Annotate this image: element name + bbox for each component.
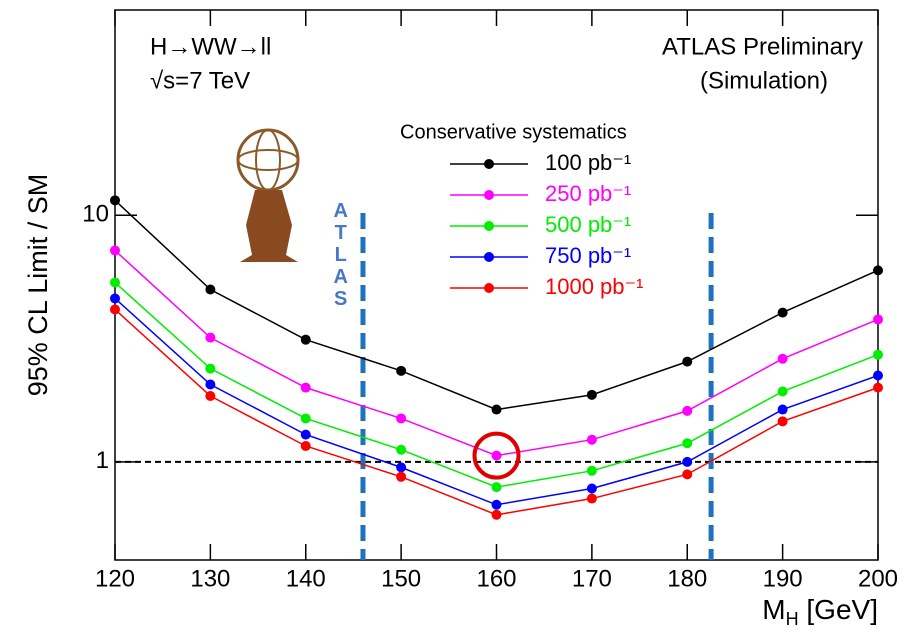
atlas-logo: ATLAS [236, 128, 352, 310]
data-point [586, 465, 597, 476]
data-point [682, 356, 693, 367]
data-point [491, 509, 502, 520]
data-point [586, 493, 597, 504]
x-tick-label: 170 [572, 565, 612, 592]
series-line [114, 249, 879, 457]
data-point [491, 404, 502, 415]
data-point [777, 404, 788, 415]
data-point [396, 365, 407, 376]
data-point [300, 413, 311, 424]
data-point [777, 307, 788, 318]
data-point [491, 450, 502, 461]
data-point [396, 462, 407, 473]
data-point [300, 440, 311, 451]
x-tick-label: 130 [190, 565, 230, 592]
data-point [300, 429, 311, 440]
data-point [396, 471, 407, 482]
logo-text: ATLAS [330, 200, 352, 310]
legend-marker [484, 190, 494, 200]
data-point [586, 389, 597, 400]
data-point [110, 293, 120, 304]
x-tick-label: 190 [763, 565, 803, 592]
data-point [873, 265, 883, 276]
data-point [205, 390, 216, 401]
data-point [300, 334, 311, 345]
data-point [777, 416, 788, 427]
data-point [873, 314, 883, 325]
x-label-sub: H [786, 609, 799, 629]
data-point [205, 379, 216, 390]
data-point [491, 499, 502, 510]
legend-marker [484, 283, 494, 293]
y-axis-label: 95% CL Limit / SM [23, 174, 53, 397]
data-point [873, 349, 883, 360]
data-point [396, 444, 407, 455]
x-tick-label: 140 [286, 565, 326, 592]
legend-label: 750 pb⁻¹ [545, 243, 631, 268]
energy-label: √s=7 TeV [150, 67, 250, 94]
data-point [586, 434, 597, 445]
data-point [491, 482, 502, 493]
legend-marker [484, 159, 494, 169]
legend-label: 500 pb⁻¹ [545, 212, 631, 237]
highlight-circle [472, 431, 521, 480]
legend-marker [484, 252, 494, 262]
data-point [110, 245, 120, 256]
data-point [682, 456, 693, 467]
y-tick-label: 10 [82, 201, 109, 228]
legend-label: 1000 pb⁻¹ [545, 274, 643, 299]
legend-label: 100 pb⁻¹ [545, 150, 631, 175]
data-point [586, 483, 597, 494]
data-point [682, 469, 693, 480]
x-label-main: M [762, 594, 785, 625]
y-tick-label: 1 [96, 447, 109, 474]
data-point [300, 382, 311, 393]
data-point [110, 277, 120, 288]
legend-title: Conservative systematics [400, 121, 627, 143]
x-tick-label: 120 [95, 565, 135, 592]
process-label: H→WW→ll [150, 33, 271, 60]
data-point [205, 284, 216, 295]
data-point [873, 370, 883, 381]
x-axis-label: MH [GeV] [762, 594, 878, 628]
x-tick-label: 160 [476, 565, 516, 592]
data-point [110, 195, 120, 206]
x-label-unit: [GeV] [799, 594, 878, 625]
data-point [777, 353, 788, 364]
data-point [205, 363, 216, 374]
x-tick-label: 150 [381, 565, 421, 592]
x-tick-label: 200 [858, 565, 898, 592]
experiment-label: ATLAS Preliminary [662, 33, 863, 60]
data-point [777, 386, 788, 397]
data-point [682, 405, 693, 416]
legend-marker [484, 221, 494, 231]
data-point [873, 382, 883, 393]
simulation-label: (Simulation) [700, 67, 828, 94]
data-point [682, 438, 693, 449]
x-tick-label: 180 [667, 565, 707, 592]
data-point [205, 332, 216, 343]
data-point [396, 413, 407, 424]
legend-label: 250 pb⁻¹ [545, 181, 631, 206]
data-point [110, 304, 120, 315]
